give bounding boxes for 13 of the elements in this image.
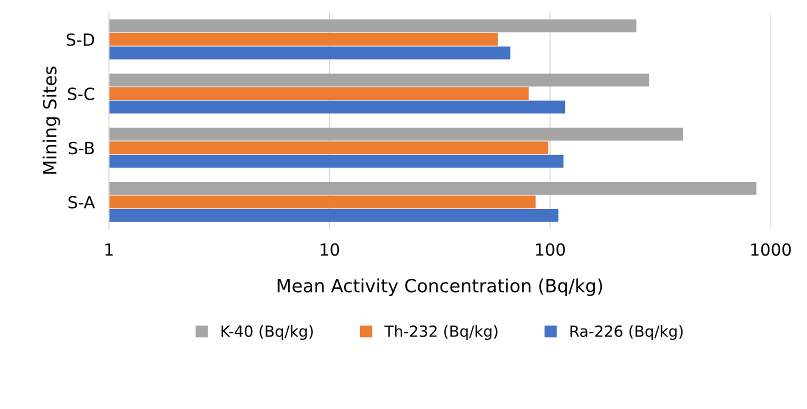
y-axis-title: Mining Sites	[42, 66, 60, 174]
x-tick-label: 100	[536, 243, 565, 256]
x-tick-label: 1000	[751, 243, 791, 256]
legend-label: K-40 (Bq/kg)	[222, 325, 313, 340]
x-tick-label: 10	[320, 243, 340, 256]
y-tick-label: S-B	[68, 142, 94, 154]
y-tick-label: S-A	[68, 196, 95, 209]
x-axis-title: Mean Activity Concentration (Bq/kg)	[278, 278, 602, 296]
legend-label: Th-232 (Bq/kg)	[384, 325, 498, 340]
x-tick-label: 1	[105, 243, 113, 256]
legend-label: Ra-226 (Bq/kg)	[570, 325, 683, 340]
y-tick-label: S-D	[66, 33, 94, 46]
y-tick-label: S-C	[68, 88, 94, 100]
